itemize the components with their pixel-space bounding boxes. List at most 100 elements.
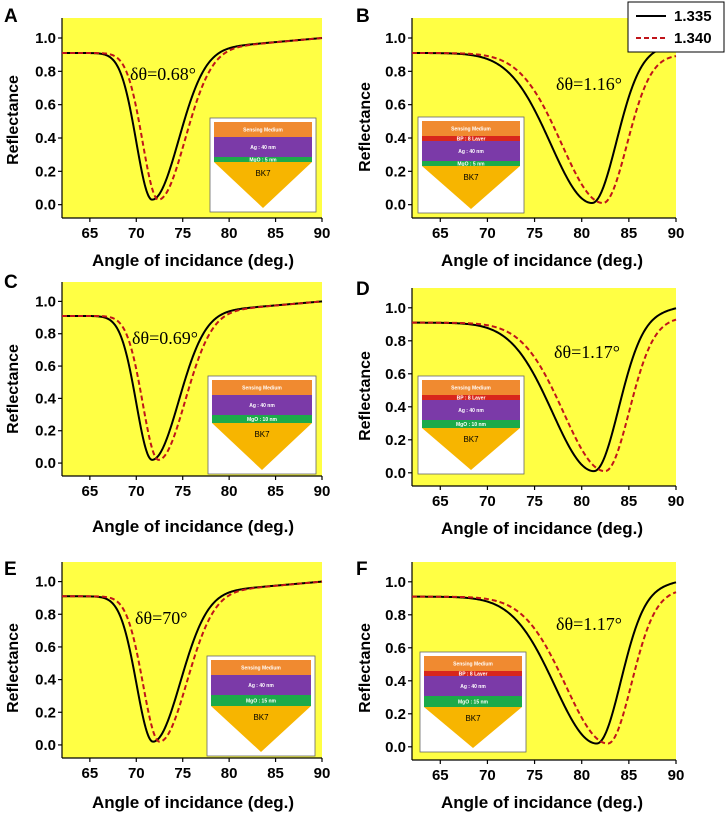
legend-box xyxy=(627,1,725,53)
inset-layer-label: MgO : 15 nm xyxy=(458,700,489,706)
series-line-1340 xyxy=(412,52,677,204)
prism-label: BK7 xyxy=(465,714,481,723)
x-tick-label: 80 xyxy=(221,483,238,500)
x-tick-label: 90 xyxy=(314,765,331,782)
x-tick-label: 65 xyxy=(432,493,449,510)
y-tick-label: 0.0 xyxy=(35,737,56,754)
x-tick-label: 75 xyxy=(174,225,191,242)
inset-layer xyxy=(422,141,520,161)
x-tick-label: 80 xyxy=(221,225,238,242)
y-axis-title: Reflectance xyxy=(357,623,374,713)
inset-layer xyxy=(424,671,522,676)
panel-letter: A xyxy=(4,6,18,27)
inset-layer-label: Ag : 40 nm xyxy=(249,403,275,409)
y-tick-label: 1.0 xyxy=(35,293,56,310)
legend-label-1340: 1.340 xyxy=(674,30,712,47)
y-tick-label: 0.0 xyxy=(385,197,406,214)
x-tick-label: 75 xyxy=(174,765,191,782)
y-axis-title: Reflectance xyxy=(357,351,374,441)
x-tick-label: 70 xyxy=(128,225,145,242)
delta-theta-annotation: δθ=0.69° xyxy=(132,328,198,348)
inset-layer-label: Sensing Medium xyxy=(453,662,493,668)
delta-theta-annotation: δθ=70° xyxy=(135,608,187,628)
inset-layer xyxy=(422,121,520,136)
inset-layer xyxy=(422,161,520,166)
panel-d: D Reflectance Angle of incidance (deg.) … xyxy=(356,279,684,538)
inset-layer xyxy=(422,395,520,400)
x-tick-label: 90 xyxy=(668,493,685,510)
inset-layer-label: Sensing Medium xyxy=(451,127,491,133)
delta-theta-annotation: δθ=1.16° xyxy=(556,74,622,94)
y-axis-title: Reflectance xyxy=(5,75,22,165)
bk7-prism xyxy=(422,166,520,209)
y-tick-label: 0.4 xyxy=(35,130,57,147)
delta-theta-annotation: δθ=0.68° xyxy=(130,64,196,84)
inset-layer xyxy=(212,395,312,415)
y-tick-label: 0.6 xyxy=(35,358,56,375)
delta-theta-annotation: δθ=1.17° xyxy=(554,342,620,362)
y-tick-label: 0.8 xyxy=(35,606,56,623)
x-tick-label: 80 xyxy=(573,767,590,784)
inset-layer-label: Ag : 40 nm xyxy=(460,684,486,690)
x-tick-label: 85 xyxy=(621,767,638,784)
inset-layer xyxy=(422,420,520,428)
y-tick-label: 0.8 xyxy=(35,63,56,80)
x-tick-label: 85 xyxy=(267,765,284,782)
inset-layer xyxy=(211,675,311,695)
legend-label-1335: 1.335 xyxy=(674,8,712,25)
y-tick-label: 0.2 xyxy=(35,704,56,721)
bk7-prism xyxy=(211,706,311,752)
y-tick-label: 0.0 xyxy=(385,465,406,482)
series-line-1340 xyxy=(62,580,323,743)
inset-layer-label: MgO : 15 nm xyxy=(246,699,277,705)
bk7-prism xyxy=(212,423,312,470)
series-line-1340 xyxy=(62,300,323,461)
structure-inset: Sensing Medium Ag : 40 nm MgO : 15 nm BK7 xyxy=(206,655,316,757)
x-tick-label: 90 xyxy=(314,225,331,242)
x-tick-label: 75 xyxy=(174,483,191,500)
structure-inset: Sensing Medium Ag : 40 nm MgO : 5 nm BK7 xyxy=(209,117,317,213)
panel-letter: D xyxy=(356,279,370,300)
x-tick-label: 65 xyxy=(82,765,99,782)
bk7-prism xyxy=(422,428,520,470)
structure-inset: Sensing Medium Ag : 40 nm MgO : 10 nm BK7 xyxy=(207,375,317,475)
series-line-1340 xyxy=(412,318,677,473)
inset-layer xyxy=(424,696,522,707)
y-tick-label: 0.8 xyxy=(35,326,56,343)
bk7-prism xyxy=(214,162,312,208)
structure-inset: Sensing Medium BP : 8 Layer Ag : 40 nm MgO … xyxy=(419,651,527,753)
y-tick-label: 0.4 xyxy=(35,672,57,689)
inset-layer-label: Ag : 40 nm xyxy=(248,683,274,689)
panel-letter: B xyxy=(356,6,370,27)
x-tick-label: 65 xyxy=(82,483,99,500)
x-tick-label: 80 xyxy=(573,225,590,242)
y-axis-title: Reflectance xyxy=(5,344,22,434)
y-tick-label: 0.8 xyxy=(385,333,406,350)
y-tick-label: 0.6 xyxy=(385,97,406,114)
inset-layer-label: Sensing Medium xyxy=(242,386,282,392)
y-tick-label: 1.0 xyxy=(385,30,406,47)
legend: 1.335 1.340 xyxy=(627,1,725,53)
x-tick-label: 80 xyxy=(221,765,238,782)
y-tick-label: 0.2 xyxy=(35,423,56,440)
prism-label: BK7 xyxy=(463,435,479,444)
panel-letter: F xyxy=(356,559,368,580)
y-tick-label: 0.0 xyxy=(35,197,56,214)
inset-layer xyxy=(212,415,312,423)
x-tick-label: 85 xyxy=(621,225,638,242)
y-tick-label: 1.0 xyxy=(35,574,56,591)
x-tick-label: 85 xyxy=(621,493,638,510)
y-tick-label: 0.6 xyxy=(35,97,56,114)
inset-layer xyxy=(422,400,520,420)
y-tick-label: 0.4 xyxy=(35,390,57,407)
inset-layer xyxy=(422,136,520,141)
inset-layer xyxy=(214,122,312,137)
panel-a: A Reflectance Angle of incidance (deg.) … xyxy=(4,6,330,270)
series-line-1340 xyxy=(62,37,323,201)
x-tick-label: 70 xyxy=(479,767,496,784)
y-tick-label: 0.8 xyxy=(385,607,406,624)
panel-e: E Reflectance Angle of incidance (deg.) … xyxy=(4,559,330,812)
x-axis-title: Angle of incidance (deg.) xyxy=(441,251,643,270)
inset-layer xyxy=(424,676,522,696)
